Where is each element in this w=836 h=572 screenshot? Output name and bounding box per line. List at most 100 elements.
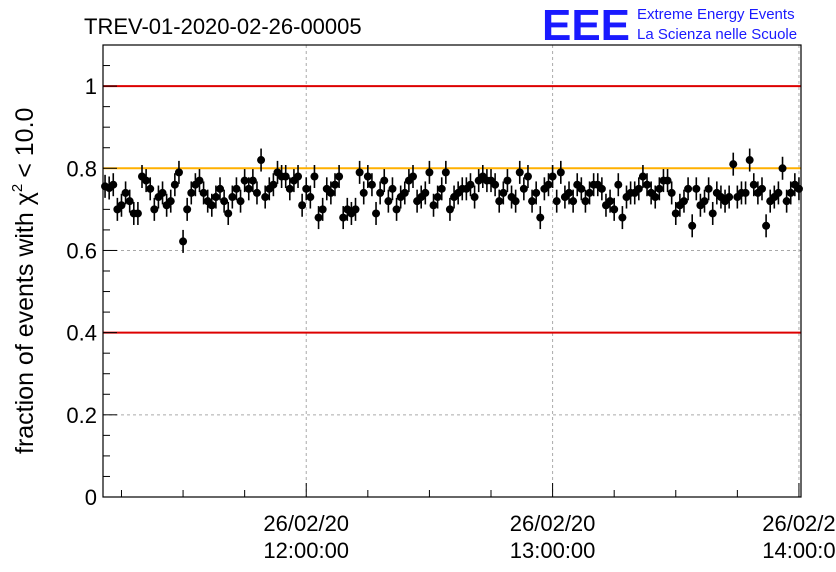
marker-104 [528,197,537,206]
data-point-143 [688,214,697,238]
marker-137 [663,176,672,185]
data-point-23 [195,169,204,193]
marker-80 [429,201,438,210]
marker-68 [380,176,389,185]
marker-58 [339,213,348,222]
data-point-144 [692,177,701,201]
marker-49 [302,184,311,193]
data-point-161 [762,214,771,238]
y-axis-label-text: fraction of events with [11,212,39,454]
data-point-156 [741,181,750,205]
marker-82 [437,184,446,193]
data-point-75 [408,164,417,188]
marker-143 [688,221,697,230]
marker-52 [314,213,323,222]
marker-6 [125,197,134,206]
marker-78 [421,188,430,197]
marker-142 [684,184,693,193]
marker-116 [577,184,586,193]
data-point-18 [174,160,183,184]
data-point-41 [269,173,278,197]
marker-67 [376,188,385,197]
marker-125 [614,180,623,189]
marker-66 [372,209,381,218]
data-point-29 [220,189,229,213]
data-point-64 [363,164,372,188]
data-point-56 [330,173,339,197]
data-point-73 [400,181,409,205]
marker-48 [298,201,307,210]
marker-113 [565,188,574,197]
y-axis-label-tail: < 10.0 [11,108,39,178]
data-point-70 [388,177,397,201]
data-point-130 [634,177,643,201]
marker-84 [445,205,454,214]
marker-100 [511,197,520,206]
marker-102 [519,184,528,193]
marker-28 [216,184,225,193]
marker-56 [330,180,339,189]
data-point-16 [166,189,175,213]
data-point-55 [326,181,335,205]
y-axis-label-superscript: 2 [9,184,26,192]
data-point-148 [708,201,717,225]
y-axis-label-symbol: χ [11,192,39,205]
data-point-121 [597,177,606,201]
marker-75 [408,172,417,181]
marker-57 [335,172,344,181]
marker-96 [495,197,504,206]
data-point-36 [248,169,257,193]
marker-124 [610,205,619,214]
marker-110 [552,197,561,206]
marker-157 [745,156,754,165]
x-tick-label-date-2: 26/02/2 [762,511,835,536]
marker-8 [133,209,142,218]
data-point-26 [207,193,216,217]
marker-50 [306,193,315,202]
data-point-38 [257,148,266,172]
marker-165 [778,164,787,173]
marker-144 [692,184,701,193]
data-point-96 [495,189,504,213]
y-axis-label: fraction of events with χ2 < 10.0 [9,108,39,454]
data-point-137 [663,169,672,193]
data-point-166 [782,189,791,213]
data-point-114 [569,189,578,213]
y-tick-label-4: 0.8 [66,156,97,181]
data-point-138 [667,181,676,205]
horizontal-lines [103,85,801,334]
data-point-10 [142,169,151,193]
marker-33 [236,197,245,206]
y-tick-label-1: 0.2 [66,403,97,428]
data-point-142 [684,177,693,201]
data-point-6 [125,189,134,213]
x-axis-ticks: 26/02/2012:00:0026/02/2013:00:0026/02/21… [120,483,836,563]
marker-41 [269,180,278,189]
data-point-21 [187,181,196,205]
eee-logo-line1: Extreme Energy Events [637,6,795,23]
marker-71 [392,205,401,214]
data-point-95 [491,173,500,197]
x-tick-label-date-1: 26/02/20 [510,511,596,536]
data-point-8 [133,201,142,225]
data-point-123 [606,189,615,213]
data-point-69 [384,189,393,213]
marker-106 [536,213,545,222]
marker-44 [281,172,290,181]
x-tick-label-time-0: 12:00:00 [263,538,349,563]
data-point-108 [544,173,553,197]
chart-title: TREV-01-2020-02-26-00005 [84,14,362,39]
data-point-2 [109,173,118,197]
marker-118 [585,188,594,197]
y-tick-label-3: 0.6 [66,238,97,263]
data-point-116 [577,177,586,201]
data-point-24 [199,181,208,205]
marker-130 [634,184,643,193]
marker-64 [363,172,372,181]
marker-148 [708,209,717,218]
marker-169 [794,184,803,193]
data-point-20 [183,197,192,221]
data-point-147 [704,177,713,201]
marker-39 [261,193,270,202]
data-point-113 [565,181,574,205]
